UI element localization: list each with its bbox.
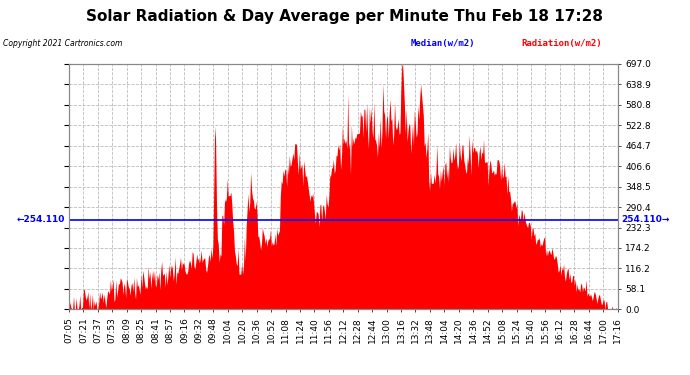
Text: 254.110→: 254.110→	[622, 215, 670, 224]
Text: Copyright 2021 Cartronics.com: Copyright 2021 Cartronics.com	[3, 39, 123, 48]
Text: Median(w/m2): Median(w/m2)	[411, 39, 475, 48]
Text: Solar Radiation & Day Average per Minute Thu Feb 18 17:28: Solar Radiation & Day Average per Minute…	[86, 9, 604, 24]
Text: ←254.110: ←254.110	[17, 215, 65, 224]
Text: Radiation(w/m2): Radiation(w/m2)	[521, 39, 602, 48]
